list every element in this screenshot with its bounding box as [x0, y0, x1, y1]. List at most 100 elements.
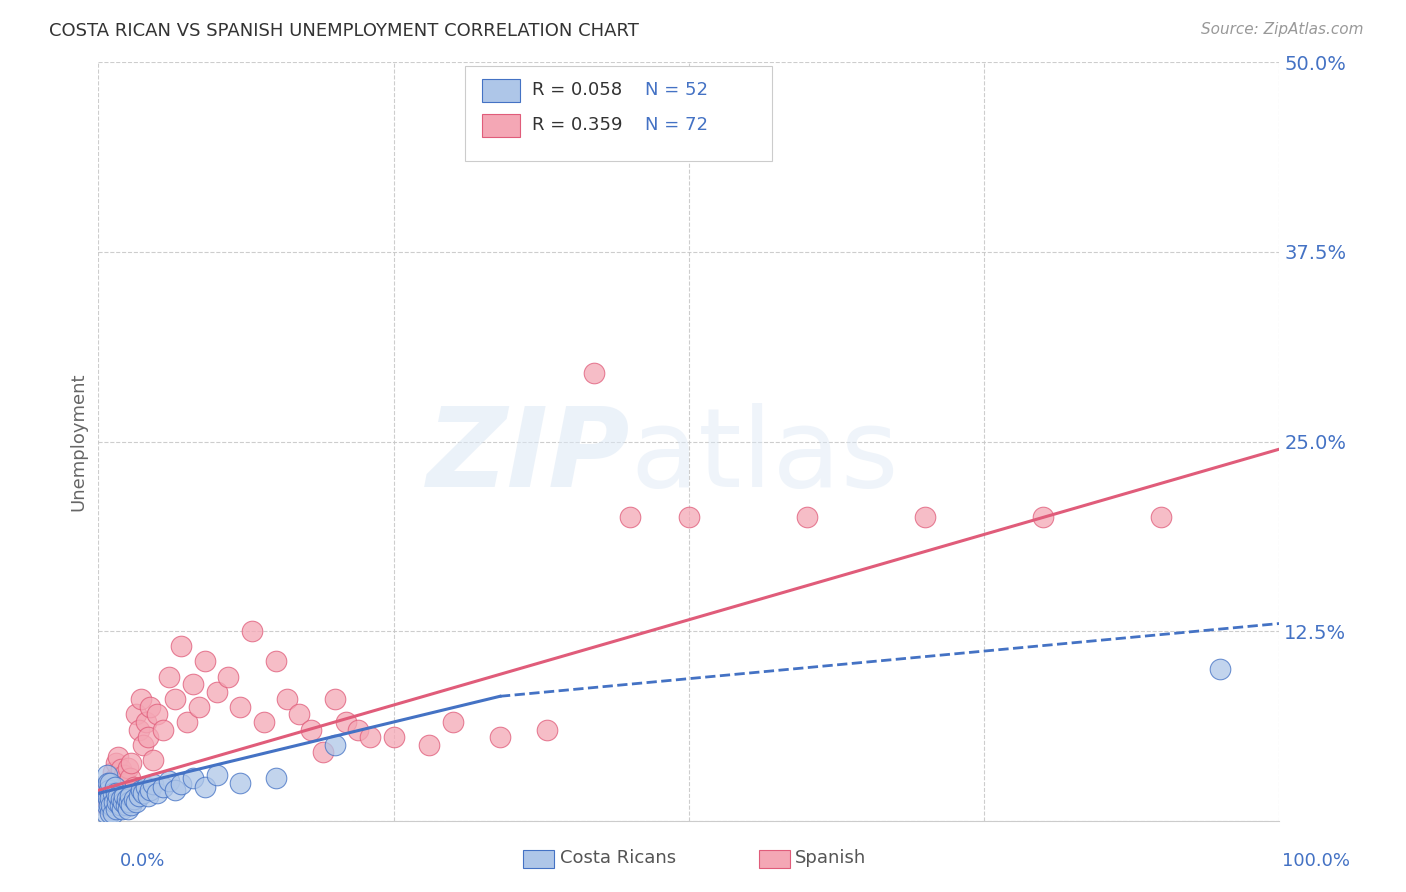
Point	[111, 801, 134, 815]
Point	[1150, 510, 1173, 524]
Point	[264, 771, 287, 785]
Point	[796, 510, 818, 524]
Point	[112, 796, 135, 810]
Point	[117, 760, 139, 774]
Point	[165, 692, 187, 706]
Point	[194, 780, 217, 795]
Text: Costa Ricans: Costa Ricans	[560, 849, 676, 867]
Point	[100, 792, 122, 806]
Text: N = 72: N = 72	[645, 116, 709, 135]
Point	[382, 730, 405, 744]
Point	[101, 806, 124, 821]
Point	[136, 789, 159, 804]
Point	[136, 730, 159, 744]
Point	[194, 655, 217, 669]
Point	[114, 798, 136, 813]
Text: R = 0.359: R = 0.359	[531, 116, 623, 135]
Point	[489, 730, 512, 744]
Point	[142, 753, 165, 767]
Point	[418, 738, 440, 752]
Point	[118, 796, 141, 810]
Point	[181, 677, 204, 691]
Point	[253, 715, 276, 730]
Point	[93, 791, 115, 805]
Point	[583, 366, 606, 380]
Point	[96, 798, 118, 813]
Point	[312, 746, 335, 760]
Point	[205, 685, 228, 699]
Text: ZIP: ZIP	[426, 403, 630, 510]
Point	[157, 774, 180, 789]
Point	[111, 798, 134, 813]
Point	[97, 796, 120, 810]
Point	[117, 801, 139, 815]
Point	[128, 789, 150, 804]
Point	[112, 789, 135, 804]
Point	[105, 756, 128, 770]
Point	[93, 783, 115, 797]
Point	[120, 789, 142, 804]
Point	[152, 723, 174, 737]
Point	[105, 796, 128, 810]
Point	[299, 723, 322, 737]
Point	[205, 768, 228, 782]
Point	[118, 783, 141, 797]
Point	[98, 801, 121, 815]
Point	[105, 801, 128, 815]
Point	[129, 692, 152, 706]
Point	[146, 786, 169, 800]
Point	[170, 639, 193, 653]
Point	[98, 791, 121, 805]
Point	[101, 765, 124, 780]
Point	[96, 768, 118, 782]
Point	[187, 699, 209, 714]
Point	[104, 771, 127, 785]
Point	[359, 730, 381, 744]
Point	[98, 786, 121, 800]
FancyBboxPatch shape	[482, 79, 520, 102]
Point	[105, 777, 128, 791]
Text: COSTA RICAN VS SPANISH UNEMPLOYMENT CORRELATION CHART: COSTA RICAN VS SPANISH UNEMPLOYMENT CORR…	[49, 22, 640, 40]
Point	[94, 806, 117, 821]
Point	[132, 786, 155, 800]
Point	[110, 792, 132, 806]
Point	[264, 655, 287, 669]
Point	[181, 771, 204, 785]
Point	[595, 123, 617, 137]
Point	[115, 776, 138, 790]
Point	[347, 723, 370, 737]
Point	[98, 806, 121, 821]
Point	[98, 798, 121, 813]
Point	[110, 762, 132, 776]
Point	[101, 786, 124, 800]
Point	[101, 780, 124, 795]
Point	[288, 707, 311, 722]
Point	[111, 774, 134, 789]
Text: 0.0%: 0.0%	[120, 852, 165, 870]
Point	[122, 792, 145, 806]
Point	[135, 780, 157, 795]
Point	[96, 783, 118, 797]
Point	[120, 771, 142, 785]
Point	[217, 669, 239, 683]
Point	[105, 783, 128, 797]
Point	[122, 780, 145, 795]
Text: atlas: atlas	[630, 403, 898, 510]
Point	[1209, 662, 1232, 676]
Point	[128, 723, 150, 737]
Text: N = 52: N = 52	[645, 81, 709, 100]
FancyBboxPatch shape	[464, 66, 772, 161]
Point	[165, 783, 187, 797]
Point	[157, 669, 180, 683]
Point	[121, 756, 143, 770]
Point	[98, 783, 121, 797]
Point	[114, 791, 136, 805]
Y-axis label: Unemployment: Unemployment	[69, 372, 87, 511]
Point	[115, 792, 138, 806]
Point	[107, 789, 129, 804]
Point	[121, 798, 143, 813]
Point	[146, 707, 169, 722]
Point	[112, 780, 135, 795]
Text: 100.0%: 100.0%	[1282, 852, 1350, 870]
Point	[103, 796, 125, 810]
